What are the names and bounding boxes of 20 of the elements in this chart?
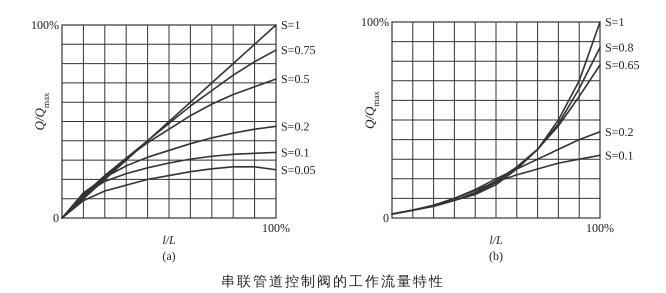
y-tick-label: 0 <box>53 211 59 225</box>
series-label: S=0.1 <box>605 148 634 162</box>
series-label: S=0.2 <box>605 124 634 139</box>
series-label: S=0.5 <box>281 72 310 86</box>
series-label: S=0.8 <box>605 40 634 54</box>
x-axis-title: l/L <box>489 233 503 247</box>
series-label: S=1 <box>605 15 624 29</box>
text: (a) <box>162 249 176 263</box>
series-label: S=0.65 <box>605 58 640 72</box>
y-tick-label: 0 <box>383 211 389 225</box>
text: 100% <box>586 221 614 235</box>
text: (b) <box>489 249 503 263</box>
text: 100% <box>262 221 290 235</box>
x-axis-title: l/L <box>162 233 176 247</box>
series-label: S=0.75 <box>281 43 316 58</box>
series-label: S=0.1 <box>281 145 310 160</box>
text: 串联管道控制阀的工作流量特性 <box>221 273 445 289</box>
series-label: S=0.2 <box>281 119 310 134</box>
series-label: S=1 <box>281 18 300 32</box>
series-label: S=0.05 <box>281 162 316 177</box>
